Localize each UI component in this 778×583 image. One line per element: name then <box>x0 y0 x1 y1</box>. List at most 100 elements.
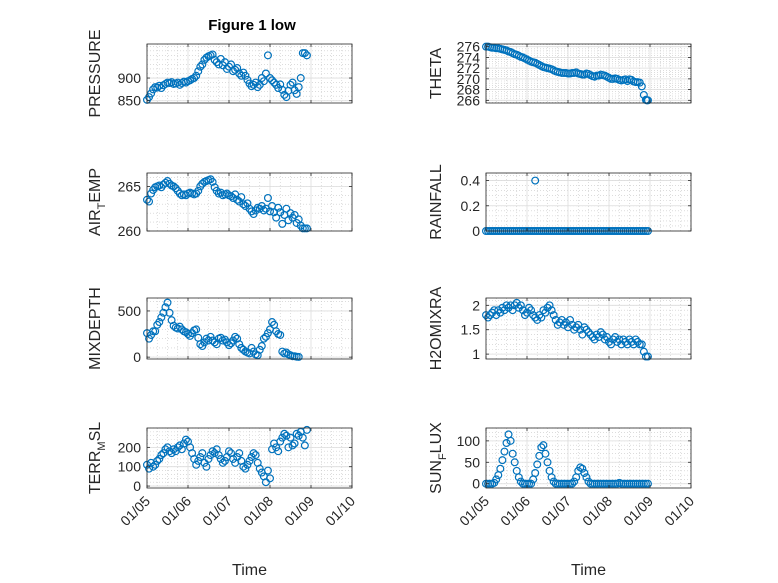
x-axis-label: Time <box>571 562 606 579</box>
axes-box <box>146 297 353 360</box>
data-point <box>276 437 285 446</box>
data-point <box>547 306 556 315</box>
data-point <box>233 195 242 204</box>
series-markers <box>143 425 311 487</box>
data-point <box>568 479 577 488</box>
data-point <box>516 301 525 310</box>
y-tick-label: 268 <box>457 82 481 98</box>
y-tick-label: 276 <box>457 39 481 55</box>
data-point <box>179 439 188 448</box>
data-point <box>186 76 195 85</box>
data-point <box>241 464 250 473</box>
data-point <box>218 458 227 467</box>
data-point <box>155 318 164 327</box>
subplot-6: 1 1.5 2 H2OMIXRA <box>428 286 692 370</box>
data-point <box>492 475 501 484</box>
data-point <box>181 435 190 444</box>
series-markers <box>143 175 311 233</box>
data-point <box>625 335 634 344</box>
x-tick-label: 01/09 <box>281 493 317 529</box>
data-point <box>153 456 162 465</box>
data-point <box>582 325 591 334</box>
y-tick-label: 2 <box>472 297 480 313</box>
data-point <box>627 337 636 346</box>
x-tick-label: 01/10 <box>661 493 697 529</box>
data-point <box>531 176 540 185</box>
y-tick-label: 1 <box>472 346 480 362</box>
y-axis-label: RAINFALL <box>428 164 445 240</box>
x-tick-label: 01/10 <box>322 493 358 529</box>
data-point <box>251 78 260 87</box>
data-point <box>500 447 509 456</box>
data-point <box>198 60 207 69</box>
data-point <box>586 330 595 339</box>
data-point <box>243 460 252 469</box>
y-tick-label: 500 <box>118 303 142 319</box>
x-tick-label: 01/06 <box>497 493 533 529</box>
data-point <box>247 453 256 462</box>
data-point <box>527 306 536 315</box>
data-point <box>196 453 205 462</box>
data-point <box>157 451 166 460</box>
data-point <box>266 74 275 83</box>
data-point <box>239 462 248 471</box>
data-point <box>235 197 244 206</box>
y-tick-label: 100 <box>118 459 142 475</box>
data-point <box>300 441 309 450</box>
y-tick-label: 850 <box>118 93 142 109</box>
data-point <box>165 447 174 456</box>
data-point <box>533 460 542 469</box>
data-point <box>537 313 546 322</box>
data-point <box>568 320 577 329</box>
data-point <box>545 301 554 310</box>
y-tick-label: 270 <box>457 71 481 87</box>
data-point <box>184 330 193 339</box>
data-point <box>190 74 199 83</box>
data-point <box>288 78 297 87</box>
data-point <box>165 179 174 188</box>
data-point <box>196 62 205 71</box>
data-point <box>510 458 519 467</box>
data-point <box>266 474 275 483</box>
data-point <box>263 193 272 202</box>
data-point <box>623 340 632 349</box>
data-point <box>255 464 264 473</box>
data-point <box>169 445 178 454</box>
data-point <box>276 330 285 339</box>
data-point <box>284 443 293 452</box>
y-axis-label: TERRMSL <box>87 422 108 494</box>
data-point <box>169 182 178 191</box>
data-point <box>290 210 299 219</box>
axes-box <box>485 172 692 232</box>
axes-box <box>146 172 353 232</box>
subplot-3: 260 265 AIRTEMP <box>87 168 353 239</box>
data-point <box>559 320 568 329</box>
data-point <box>570 477 579 486</box>
data-point <box>282 431 291 440</box>
data-point <box>175 441 184 450</box>
data-point <box>286 80 295 89</box>
y-tick-label: 0 <box>133 349 141 365</box>
data-point <box>580 323 589 332</box>
data-point <box>639 347 648 356</box>
data-point <box>173 443 182 452</box>
data-point <box>249 80 258 89</box>
data-point <box>541 449 550 458</box>
data-point <box>549 311 558 320</box>
data-point <box>576 325 585 334</box>
series-markers <box>482 430 652 488</box>
data-point <box>514 303 523 312</box>
data-point <box>498 303 507 312</box>
data-point <box>202 462 211 471</box>
data-point <box>512 298 521 307</box>
x-tick-label: 01/05 <box>456 493 492 529</box>
data-point <box>274 203 283 212</box>
data-point <box>237 193 246 202</box>
data-point <box>623 77 632 86</box>
y-axis-label: AIRTEMP <box>87 168 108 236</box>
y-tick-label: 900 <box>118 70 142 86</box>
data-point <box>529 311 538 320</box>
data-point <box>233 64 242 73</box>
